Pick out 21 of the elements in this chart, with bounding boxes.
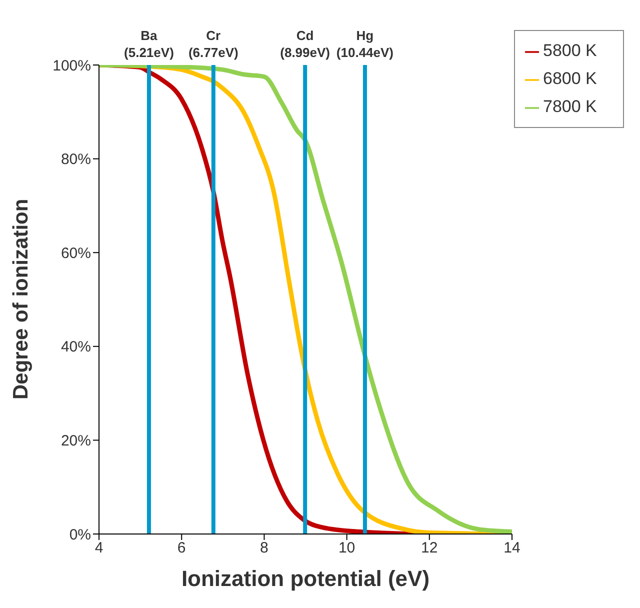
- ref-line-label: Ba (5.21eV): [124, 28, 174, 60]
- legend-label: 5800 K: [543, 41, 597, 60]
- ref-line-label: Cd (8.99eV): [280, 28, 330, 60]
- y-tick-label: 20%: [60, 432, 91, 450]
- y-tick-label: 0%: [69, 526, 91, 544]
- x-tick-label: 4: [94, 540, 104, 557]
- x-tick-label: 6: [177, 540, 186, 557]
- legend-label: 6800 K: [543, 69, 597, 88]
- y-tick-label: 80%: [60, 151, 91, 168]
- ref-line-label: Cr (6.77eV): [188, 28, 238, 60]
- y-tick-label: 40%: [60, 338, 91, 356]
- x-tick-label: 14: [504, 540, 520, 557]
- y-tick-label: 60%: [60, 244, 91, 262]
- x-tick-label: 12: [421, 540, 438, 557]
- x-tick-label: 10: [338, 540, 356, 557]
- y-tick-label: 100%: [52, 57, 91, 74]
- x-axis-title: Ionization potential (eV): [181, 566, 430, 591]
- ref-line-label: Hg (10.44eV): [336, 28, 394, 60]
- legend-label: 7800 K: [543, 97, 597, 116]
- y-axis-title: Degree of ionization: [9, 198, 32, 400]
- x-tick-label: 8: [260, 540, 268, 557]
